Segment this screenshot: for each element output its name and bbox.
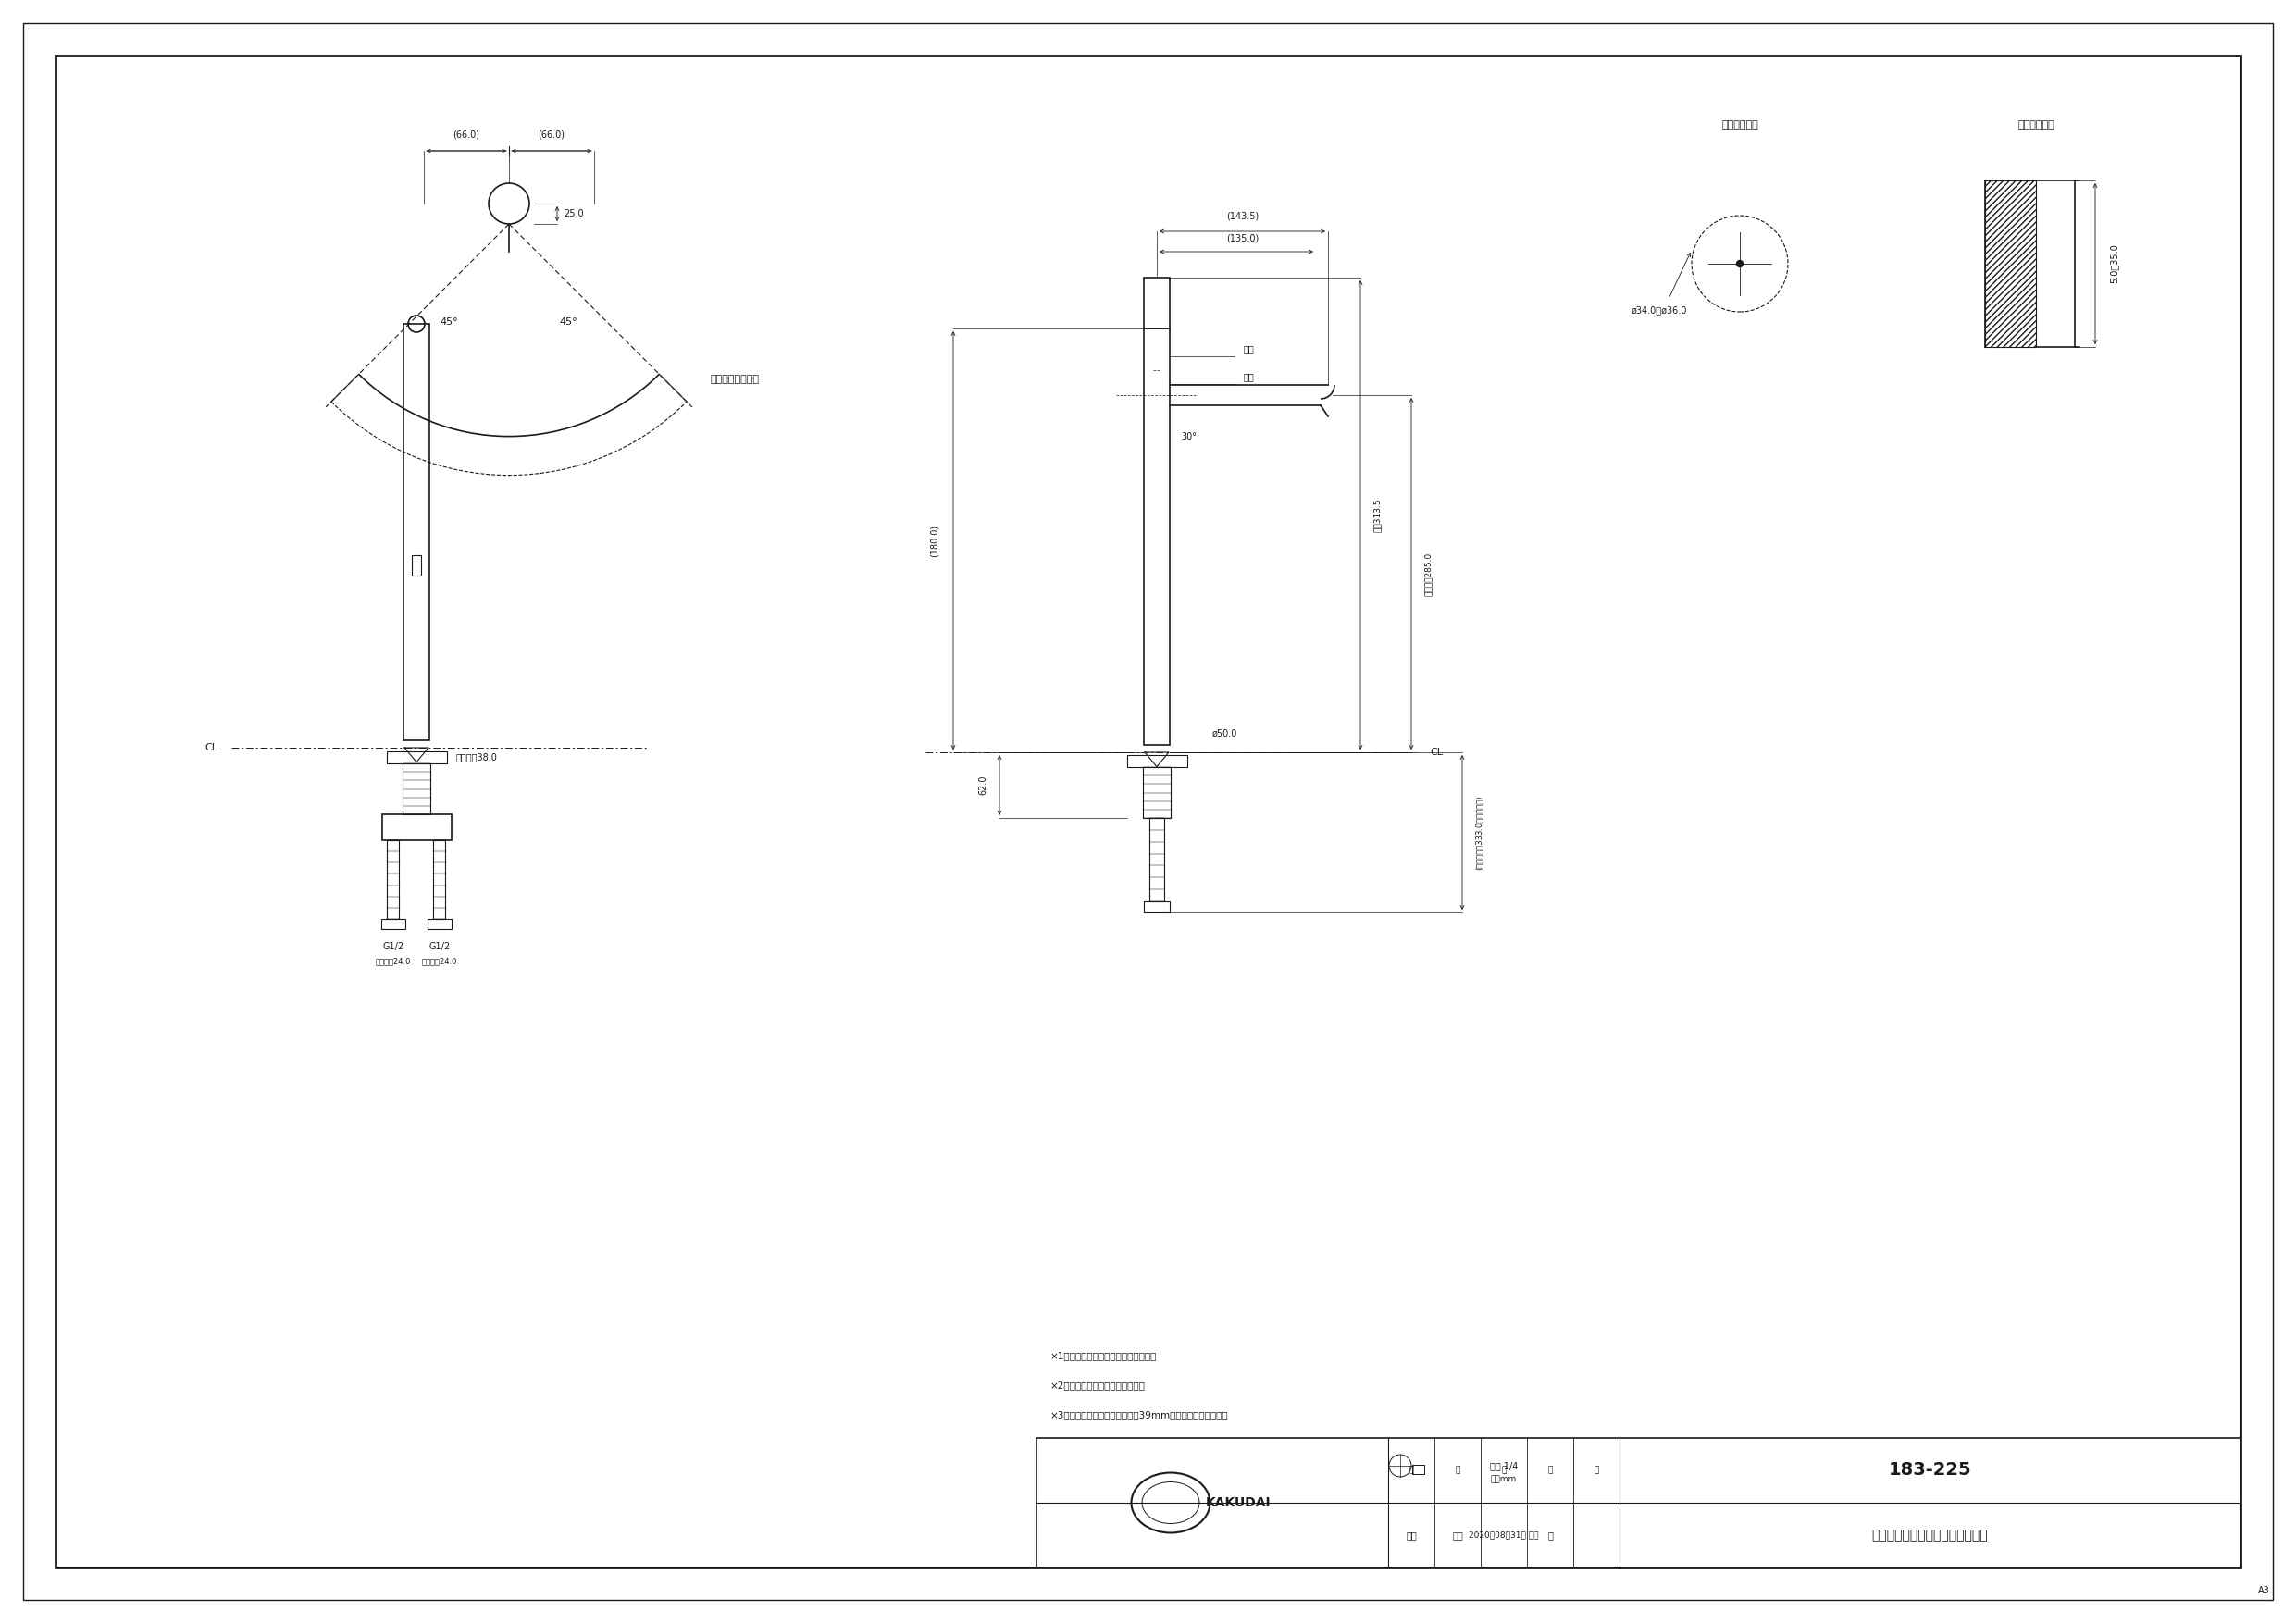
Bar (1143, 768, 1171, 818)
Text: (給排水より333.0（柔軟性）): (給排水より333.0（柔軟性）) (1474, 795, 1483, 870)
Text: (66.0): (66.0) (452, 130, 480, 140)
Text: (66.0): (66.0) (537, 130, 565, 140)
Text: 給水: 給水 (1244, 372, 1254, 381)
Bar (388, 841, 400, 919)
Text: 45°: 45° (441, 316, 459, 326)
Text: シングルレバー混合栓（ミドル）: シングルレバー混合栓（ミドル） (1871, 1529, 1988, 1542)
Text: CL: CL (1430, 748, 1442, 756)
Text: ×2　止水栓を必ず設置すること。: ×2 止水栓を必ず設置すること。 (1049, 1381, 1146, 1389)
Text: 5.0～35.0: 5.0～35.0 (2110, 243, 2119, 284)
Text: KAKUDAI: KAKUDAI (1205, 1496, 1272, 1509)
Text: 品: 品 (1593, 1466, 1598, 1474)
Text: 六角対辺38.0: 六角対辺38.0 (457, 753, 498, 761)
Text: (135.0): (135.0) (1226, 234, 1258, 243)
Text: (180.0): (180.0) (930, 524, 939, 557)
Text: ×1　（　）内寸法は参考寸法である。: ×1 （ ）内寸法は参考寸法である。 (1049, 1350, 1157, 1360)
Bar (386, 751, 445, 763)
Bar (1143, 328, 1169, 745)
Bar (434, 841, 445, 919)
Text: ×3　ブレードホースは曲げ半彄39mm以上を確保すること。: ×3 ブレードホースは曲げ半彄39mm以上を確保すること。 (1049, 1410, 1228, 1420)
Text: 祝: 祝 (1548, 1530, 1552, 1540)
Text: 全高313.5: 全高313.5 (1373, 498, 1382, 532)
Text: 止水: 止水 (1244, 344, 1254, 354)
Bar (1412, 1466, 1424, 1474)
Text: G1/2: G1/2 (429, 941, 450, 951)
Text: 30°: 30° (1180, 432, 1196, 441)
Text: 天板取付穴径: 天板取付穴径 (1722, 120, 1759, 130)
Bar (381, 919, 406, 928)
Text: 図: 図 (1502, 1466, 1506, 1474)
Circle shape (1736, 260, 1743, 266)
Text: CL: CL (204, 743, 218, 753)
Text: 天板締付範囲: 天板締付範囲 (2018, 120, 2055, 130)
Text: 山田: 山田 (1451, 1530, 1463, 1540)
Text: 検: 検 (1456, 1466, 1460, 1474)
Text: ハンドル回転角度: ハンドル回転角度 (712, 375, 760, 385)
Bar (1127, 755, 1187, 768)
Text: 183-225: 183-225 (1890, 1462, 1972, 1479)
Text: 承: 承 (1548, 1466, 1552, 1474)
Text: 45°: 45° (560, 316, 579, 326)
Text: (143.5): (143.5) (1226, 213, 1258, 221)
Text: A3: A3 (2257, 1586, 2268, 1595)
Text: 六角対辺24.0: 六角対辺24.0 (422, 958, 457, 966)
Bar (1150, 818, 1164, 901)
Text: 62.0: 62.0 (978, 776, 987, 795)
Bar (1035, 1438, 2241, 1568)
Text: 黒崎: 黒崎 (1405, 1530, 1417, 1540)
Text: ø50.0: ø50.0 (1212, 729, 1238, 738)
Bar (404, 325, 429, 740)
Text: 25.0: 25.0 (565, 209, 583, 219)
Text: 単位mm: 単位mm (1490, 1475, 1518, 1483)
Bar (402, 763, 429, 815)
Bar (1143, 901, 1169, 912)
Bar (381, 815, 450, 841)
Text: 吐水口高285.0: 吐水口高285.0 (1424, 552, 1433, 596)
Bar (1986, 180, 2037, 347)
Text: 尺度 1/4: 尺度 1/4 (1490, 1461, 1518, 1470)
Text: ø34.0～ø36.0: ø34.0～ø36.0 (1632, 305, 1688, 315)
Text: 製: 製 (1410, 1466, 1414, 1474)
Text: 六角対辺24.0: 六角対辺24.0 (377, 958, 411, 966)
Text: 2020年08月31日 作成: 2020年08月31日 作成 (1469, 1530, 1538, 1539)
Text: G1/2: G1/2 (383, 941, 404, 951)
Bar (427, 919, 452, 928)
Bar (411, 555, 420, 576)
Bar (1143, 278, 1169, 328)
